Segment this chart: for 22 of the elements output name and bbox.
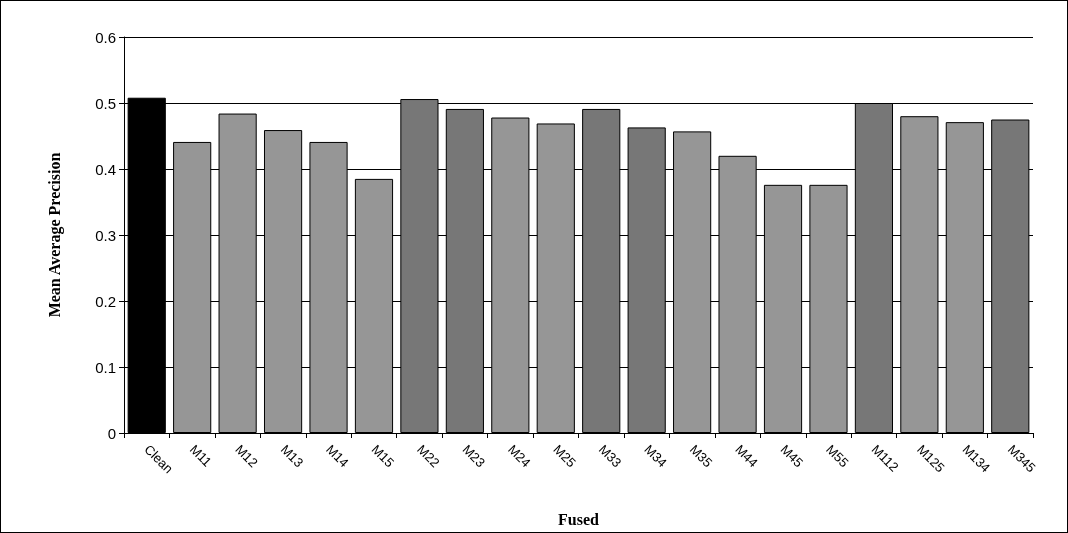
y-tick-label: 0 (107, 424, 116, 442)
y-tick-label: 0.5 (95, 94, 116, 112)
x-tick-label: M55 (823, 441, 852, 471)
y-tick-label: 0.3 (95, 226, 116, 244)
x-tick-label: M11 (186, 441, 215, 470)
x-tick-label: M25 (550, 441, 579, 471)
x-tick-label: M44 (732, 441, 761, 471)
x-tick-label: M45 (777, 441, 807, 471)
y-tick-label: 0.1 (95, 358, 116, 376)
x-tick-label: M34 (641, 441, 670, 471)
x-tick-label: M14 (323, 441, 352, 471)
x-tick-label: M23 (459, 441, 489, 471)
y-tick-label: 0.2 (95, 292, 116, 310)
y-tick-label: 0.4 (95, 160, 116, 178)
x-axis-title: Fused (558, 510, 600, 528)
y-axis-title: Mean Average Precision (45, 152, 64, 318)
x-tick-label: M24 (505, 441, 534, 471)
x-tick-label: M33 (595, 441, 625, 471)
x-tick-label: M13 (277, 441, 307, 471)
x-tick-label: M15 (368, 441, 398, 471)
y-tick-label: 0.6 (95, 28, 116, 46)
x-tick-label: M35 (686, 441, 716, 471)
